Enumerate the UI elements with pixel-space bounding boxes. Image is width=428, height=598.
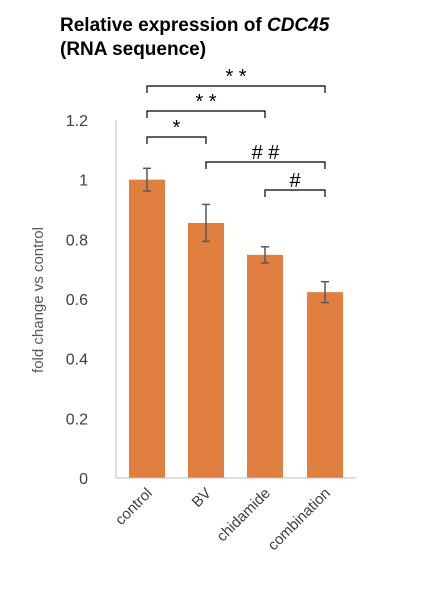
title-gene: CDC45 (267, 15, 330, 36)
x-category-label: combination (265, 485, 334, 554)
y-tick-label: 1 (79, 173, 88, 190)
significance-label: # (289, 170, 301, 192)
chart-title-line2: (RNA sequence) (60, 39, 206, 60)
y-tick-label: 0 (79, 471, 88, 488)
bars (129, 179, 343, 478)
significance-bracket (205, 161, 326, 169)
title-prefix: Relative expression of (60, 15, 267, 36)
bar-control (129, 179, 165, 478)
x-category-label: chidamide (213, 485, 273, 545)
significance-label: * * (195, 91, 216, 113)
error-bars (143, 167, 329, 304)
significance-bracket (146, 85, 326, 93)
significance-bracket (146, 136, 207, 144)
bar-chidamide (247, 254, 283, 478)
y-axis-ticks: 0 0.2 0.4 0.6 0.8 1 1.2 (66, 113, 88, 488)
significance-bracket (146, 110, 266, 118)
bar-bv (188, 222, 224, 478)
y-tick-label: 0.6 (66, 292, 88, 309)
y-tick-label: 0.4 (66, 352, 88, 369)
axes (115, 120, 356, 479)
significance-brackets: * * * * * # # # (146, 66, 326, 197)
significance-label: * (173, 117, 181, 139)
significance-label: * * (225, 66, 246, 88)
significance-bracket (264, 189, 326, 197)
bar-combination (307, 292, 343, 478)
x-category-label: BV (189, 485, 215, 511)
y-tick-label: 0.8 (66, 232, 88, 249)
chart-title-line1: Relative expression of CDC45 (60, 15, 330, 36)
y-axis-title: fold change vs control (30, 227, 47, 373)
y-tick-label: 0.2 (66, 411, 88, 428)
significance-label: # # (252, 142, 281, 164)
x-category-label: control (112, 485, 156, 529)
y-tick-label: 1.2 (66, 113, 88, 130)
